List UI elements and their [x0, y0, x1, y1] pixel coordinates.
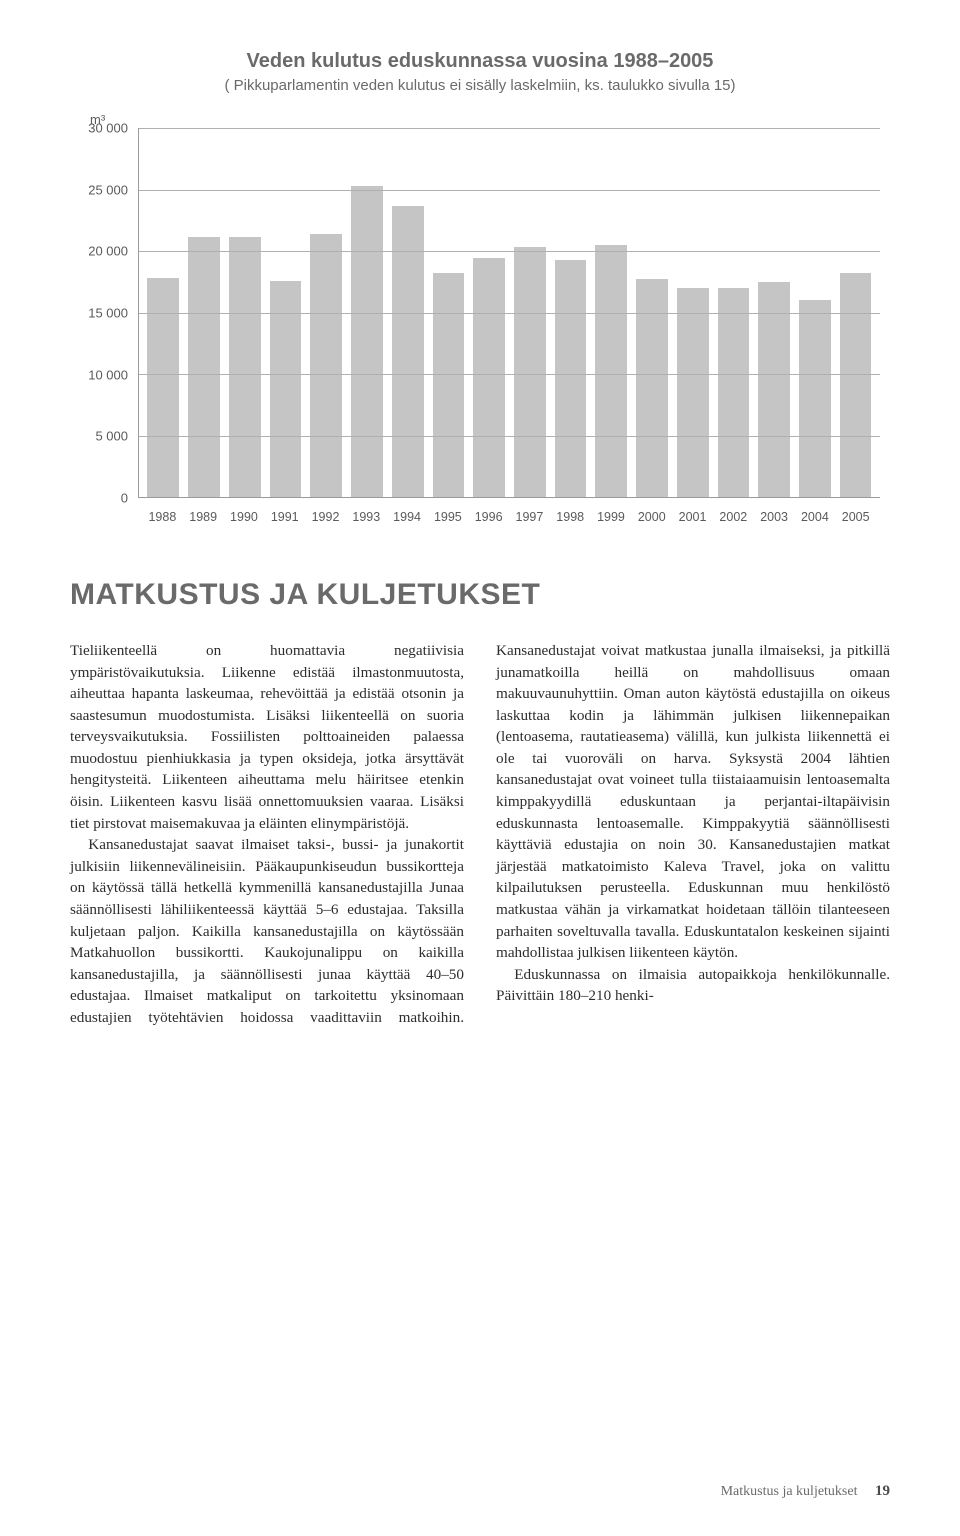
x-tick-label: 1999	[591, 510, 632, 524]
x-tick-label: 1997	[509, 510, 550, 524]
y-tick-label: 30 000	[88, 121, 128, 136]
x-tick-label: 2005	[835, 510, 876, 524]
chart-bar	[473, 258, 505, 497]
x-tick-label: 1991	[264, 510, 305, 524]
x-tick-label: 1992	[305, 510, 346, 524]
chart-plot-area	[138, 128, 880, 498]
page-number: 19	[875, 1483, 890, 1499]
y-tick-label: 20 000	[88, 244, 128, 259]
chart-bar	[433, 273, 465, 497]
x-tick-label: 2000	[631, 510, 672, 524]
chart-bar	[595, 245, 627, 497]
chart-bar	[188, 237, 220, 497]
chart-bar	[718, 288, 750, 497]
x-tick-label: 1990	[224, 510, 265, 524]
x-tick-label: 1988	[142, 510, 183, 524]
chart-title: Veden kulutus eduskunnassa vuosina 1988–…	[70, 50, 890, 73]
paragraph: Eduskunnassa on ilmaisia autopaikkoja he…	[496, 964, 890, 1007]
body-text: Tieliikenteellä on huomattavia negatiivi…	[70, 640, 890, 1028]
x-tick-label: 1989	[183, 510, 224, 524]
chart-bar	[351, 186, 383, 497]
y-tick-label: 5 000	[95, 429, 128, 444]
page-footer: Matkustus ja kuljetukset 19	[721, 1483, 890, 1500]
footer-section-label: Matkustus ja kuljetukset	[721, 1484, 858, 1499]
x-axis-labels: 1988198919901991199219931994199519961997…	[138, 510, 880, 524]
x-tick-label: 2001	[672, 510, 713, 524]
x-tick-label: 1998	[550, 510, 591, 524]
y-tick-label: 15 000	[88, 306, 128, 321]
chart-bar	[147, 278, 179, 497]
chart-bar	[758, 282, 790, 497]
y-tick-label: 10 000	[88, 367, 128, 382]
x-tick-label: 1995	[427, 510, 468, 524]
chart-bar	[392, 206, 424, 498]
y-axis-labels: 30 00025 00020 00015 00010 0005 0000	[80, 128, 134, 498]
x-tick-label: 1994	[387, 510, 428, 524]
x-tick-label: 1996	[468, 510, 509, 524]
chart-bar	[229, 237, 261, 497]
chart-bar	[677, 288, 709, 497]
y-tick-label: 25 000	[88, 182, 128, 197]
y-tick-label: 0	[121, 491, 128, 506]
chart-bar	[555, 260, 587, 497]
x-tick-label: 2004	[795, 510, 836, 524]
chart-bar	[840, 273, 872, 497]
paragraph: Tieliikenteellä on huomattavia negatiivi…	[70, 640, 464, 834]
chart-bar	[310, 234, 342, 497]
x-tick-label: 1993	[346, 510, 387, 524]
bar-chart: m³ 30 00025 00020 00015 00010 0005 0000 …	[80, 118, 880, 538]
section-heading: MATKUSTUS JA KULJETUKSET	[70, 578, 890, 612]
x-tick-label: 2003	[754, 510, 795, 524]
chart-bar	[514, 247, 546, 497]
chart-bar	[799, 300, 831, 497]
chart-subtitle: ( Pikkuparlamentin veden kulutus ei sisä…	[70, 77, 890, 94]
x-tick-label: 2002	[713, 510, 754, 524]
